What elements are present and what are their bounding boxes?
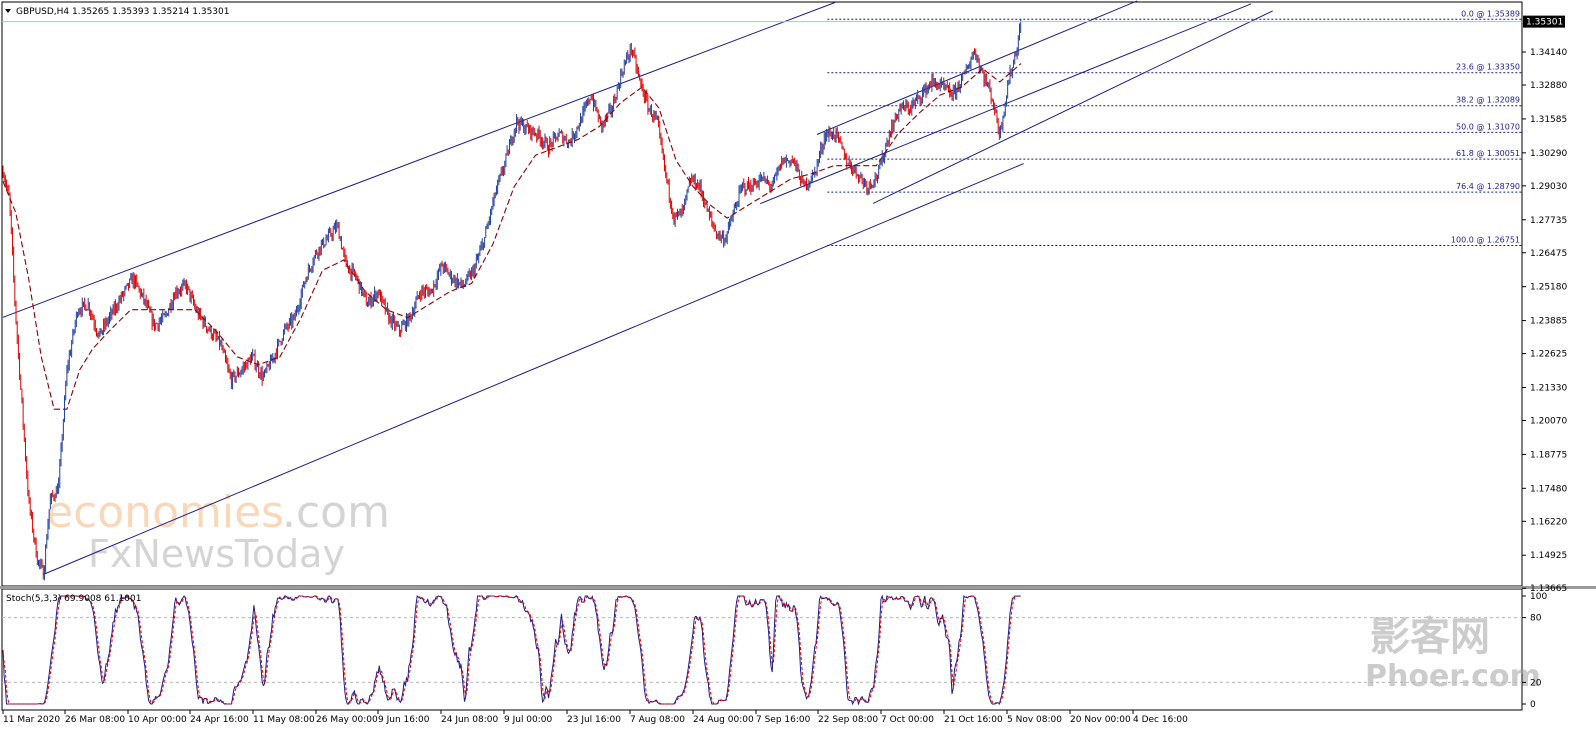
symbol-dropdown-icon[interactable] xyxy=(5,9,11,13)
watermark-economies-orange: economies xyxy=(46,487,284,538)
time-axis-label: 11 Mar 2020 xyxy=(3,715,60,725)
fibonacci-level-label: 0.0 @ 1.35389 xyxy=(1461,9,1520,18)
price-axis-label: 1.17480 xyxy=(1530,484,1567,494)
watermark-economies: economies .com FxNewsToday xyxy=(46,487,390,576)
symbol-header: GBPUSD,H4 1.35265 1.35393 1.35214 1.3530… xyxy=(16,7,229,17)
price-axis-label: 1.26475 xyxy=(1530,249,1567,259)
trendline xyxy=(816,0,1138,135)
moving-average-line xyxy=(2,63,1022,410)
fibonacci-level-label: 50.0 @ 1.31070 xyxy=(1456,122,1520,131)
oscillator-axis: 100 80 20 0 xyxy=(1522,592,1547,710)
fibonacci-level-label: 100.0 @ 1.26751 xyxy=(1451,236,1520,245)
trendline xyxy=(872,10,1273,204)
time-axis-label: 24 Jun 08:00 xyxy=(441,715,498,725)
price-axis-label: 1.22625 xyxy=(1530,350,1567,360)
oscillator-axis-label: 0 xyxy=(1530,700,1536,710)
time-axis-label: 23 Jul 16:00 xyxy=(567,715,621,725)
time-axis-label: 26 May 00:00 xyxy=(316,715,378,725)
price-axis-label: 1.16220 xyxy=(1530,517,1567,527)
watermark-fxnewstoday: FxNewsToday xyxy=(88,532,345,576)
watermark-phoer: 影客网 Phoer.com xyxy=(1365,614,1541,694)
price-axis-label: 1.31585 xyxy=(1530,115,1567,125)
current-price-tag xyxy=(1523,15,1565,28)
time-axis-label: 9 Jul 00:00 xyxy=(504,715,553,725)
time-axis-label: 7 Oct 00:00 xyxy=(881,715,934,725)
trendline xyxy=(43,163,1024,575)
time-axis-label: 7 Sep 16:00 xyxy=(756,715,811,725)
oscillator-axis-label: 20 xyxy=(1530,678,1542,688)
time-axis-label: 5 Nov 08:00 xyxy=(1007,715,1062,725)
stochastic-signal-line xyxy=(2,595,1021,705)
time-axis-label: 10 Apr 00:00 xyxy=(128,715,187,725)
time-axis-label: 26 Mar 08:00 xyxy=(65,715,125,725)
price-axis-label: 1.27735 xyxy=(1530,216,1567,226)
time-axis-label: 4 Dec 16:00 xyxy=(1133,715,1188,725)
time-axis-label: 22 Sep 08:00 xyxy=(818,715,878,725)
time-axis-label: 24 Apr 16:00 xyxy=(190,715,249,725)
price-axis-label: 1.18775 xyxy=(1530,450,1567,460)
time-axis-label: 7 Aug 08:00 xyxy=(630,715,685,725)
watermark-phoer-en: Phoer.com xyxy=(1365,659,1541,694)
oscillator-label: Stoch(5,3,3) 69.9008 61.1001 xyxy=(6,594,141,604)
time-axis-label: 20 Nov 00:00 xyxy=(1070,715,1131,725)
price-axis-label: 1.23885 xyxy=(1530,317,1567,327)
current-price-label: 1.35301 xyxy=(1526,18,1563,28)
watermark-economies-com: .com xyxy=(282,487,390,538)
price-axis-label: 1.14925 xyxy=(1530,551,1567,561)
watermark-phoer-cn: 影客网 xyxy=(1370,614,1490,660)
moving-average-path xyxy=(2,63,1022,410)
price-axis-label: 1.34140 xyxy=(1530,48,1567,58)
oscillator-plot-frame xyxy=(1,588,1523,711)
oscillator-axis-label: 80 xyxy=(1530,614,1542,624)
fibonacci-level-label: 23.6 @ 1.33350 xyxy=(1456,63,1520,72)
price-axis-label: 1.20070 xyxy=(1530,416,1567,426)
time-axis-label: 24 Aug 00:00 xyxy=(693,715,754,725)
oscillator-axis-label: 100 xyxy=(1530,592,1547,602)
time-axis-label: 21 Oct 16:00 xyxy=(944,715,1003,725)
fibonacci-level-label: 61.8 @ 1.30051 xyxy=(1456,149,1520,158)
price-axis: 1.34140 1.32880 1.31585 1.30290 1.29030 1.277… xyxy=(1522,48,1567,594)
fibonacci-retracement[interactable]: 0.0 @ 1.35389 23.6 @ 1.33350 38.2 @ 1.3208… xyxy=(827,9,1522,247)
price-axis-label: 1.13665 xyxy=(1530,584,1567,594)
candlesticks xyxy=(2,19,1022,581)
main-plot-frame xyxy=(1,1,1523,587)
fibonacci-level-label: 38.2 @ 1.32089 xyxy=(1456,96,1520,105)
trendline xyxy=(2,2,836,318)
price-axis-label: 1.30290 xyxy=(1530,149,1567,159)
price-axis-label: 1.29030 xyxy=(1530,182,1567,192)
stochastic-oscillator xyxy=(2,594,1021,706)
price-axis-label: 1.32880 xyxy=(1530,81,1567,91)
time-axis: 11 Mar 2020 26 Mar 08:00 10 Apr 00:00 24 Ap… xyxy=(2,710,1188,725)
fibonacci-level-label: 76.4 @ 1.28790 xyxy=(1456,182,1520,191)
price-axis-label: 1.25180 xyxy=(1530,283,1567,293)
time-axis-label: 11 May 08:00 xyxy=(253,715,315,725)
time-axis-label: 9 Jun 16:00 xyxy=(378,715,430,725)
price-axis-label: 1.21330 xyxy=(1530,383,1567,393)
